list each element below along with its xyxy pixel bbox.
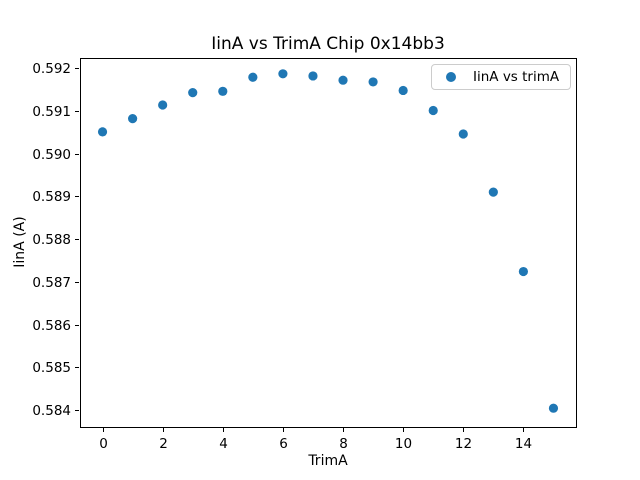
x-tick-label: 0	[99, 436, 108, 452]
data-point	[128, 114, 138, 124]
chart-title: IinA vs TrimA Chip 0x14bb3	[211, 34, 445, 54]
legend: IinA vs trimA	[431, 64, 571, 90]
y-tick-label: 0.590	[32, 147, 71, 163]
data-point	[278, 69, 288, 79]
y-tick-label: 0.588	[32, 232, 71, 248]
data-point	[518, 266, 528, 277]
data-point	[398, 85, 408, 96]
data-point	[97, 127, 108, 137]
data-point	[338, 75, 348, 85]
data-point	[188, 87, 198, 98]
data-point	[458, 129, 468, 139]
y-tick-label: 0.585	[32, 360, 71, 376]
data-point	[488, 187, 498, 197]
y-tick-label: 0.586	[32, 318, 71, 334]
data-point	[368, 77, 378, 87]
data-point	[248, 72, 258, 82]
data-point	[428, 105, 438, 116]
y-tick-label: 0.584	[32, 403, 71, 419]
x-axis-label: TrimA	[308, 453, 348, 469]
data-point	[308, 71, 318, 81]
x-tick-label: 6	[279, 436, 288, 452]
y-tick-label: 0.587	[32, 275, 71, 291]
x-tick-label: 4	[219, 436, 228, 452]
data-point	[158, 100, 168, 110]
legend-label: IinA vs trimA	[473, 69, 560, 85]
y-axis-label: IinA (A)	[12, 216, 28, 268]
x-tick-label: 12	[455, 436, 472, 452]
x-tick-label: 10	[395, 436, 412, 452]
data-point	[548, 403, 559, 413]
y-tick-label: 0.589	[32, 189, 71, 205]
x-tick-label: 14	[515, 436, 532, 452]
y-tick-label: 0.592	[32, 61, 71, 77]
data-point	[218, 86, 228, 96]
axes-frame	[80, 58, 577, 428]
y-tick-label: 0.591	[32, 104, 71, 120]
legend-dot-icon	[446, 72, 456, 82]
x-tick-label: 2	[159, 436, 168, 452]
x-tick-label: 8	[339, 436, 348, 452]
